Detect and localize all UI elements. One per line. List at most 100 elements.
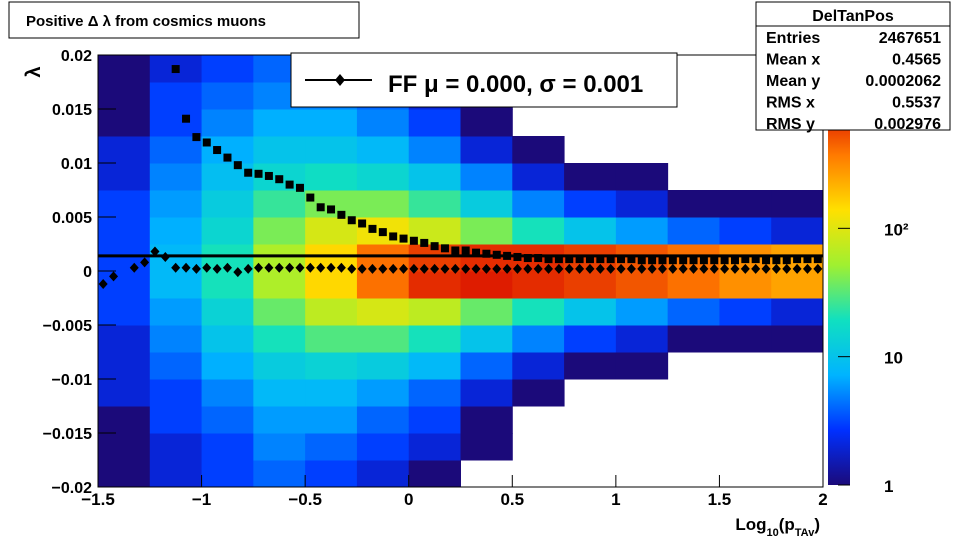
heatmap-cell	[149, 190, 203, 218]
heatmap-cell	[408, 379, 461, 407]
heatmap-cell	[305, 379, 358, 407]
square-marker	[399, 234, 408, 243]
diamond-marker	[409, 263, 419, 274]
z-tick-label: 1	[884, 477, 893, 496]
square-marker	[813, 255, 822, 264]
heatmap-cell	[149, 82, 203, 110]
diamond-marker	[689, 263, 699, 274]
diamond-marker	[243, 263, 253, 274]
heatmap-cell	[201, 271, 254, 299]
square-marker	[534, 254, 543, 263]
heatmap-cell	[149, 298, 203, 326]
heatmap-cell	[253, 271, 306, 299]
profiles	[98, 65, 823, 289]
heatmap-cell	[253, 325, 306, 353]
square-marker	[596, 255, 605, 264]
diamond-marker	[388, 263, 398, 274]
x-tick-label: 1	[611, 490, 620, 509]
heatmap-cell	[201, 82, 254, 110]
z-tick-label: 10²	[884, 220, 909, 239]
legend-label: FF μ = 0.000, σ = 0.001	[388, 71, 643, 98]
heatmap-cell	[201, 109, 254, 137]
heatmap-cell	[201, 433, 254, 461]
heatmap-cell	[615, 217, 669, 245]
heatmap-cell	[356, 379, 410, 407]
heatmap-cell	[667, 217, 720, 245]
diamond-marker	[254, 262, 264, 273]
heatmap-cell	[615, 352, 669, 380]
x-axis-label: Log10(pTAv)	[735, 515, 820, 539]
square-marker	[347, 216, 356, 225]
diamond-marker	[533, 263, 543, 274]
square-marker	[306, 193, 315, 202]
diamond-marker	[274, 262, 284, 273]
diamond-marker	[523, 263, 533, 274]
heatmap-cell	[512, 190, 565, 218]
heatmap-cell	[771, 271, 824, 299]
heatmap-cell	[408, 136, 461, 164]
heatmap-cell	[305, 163, 358, 191]
stats-frame	[755, 1, 951, 131]
heatmap-cell	[512, 298, 565, 326]
square-marker	[503, 251, 512, 260]
heatmap-cell	[253, 136, 306, 164]
square-marker	[327, 205, 336, 214]
heatmap-cell	[201, 298, 254, 326]
square-marker	[275, 175, 284, 184]
heatmap-cell	[98, 163, 151, 191]
legend-marker	[335, 74, 345, 86]
y-tick-label: 0.015	[52, 102, 92, 119]
diamond-marker	[109, 271, 119, 282]
heatmap-cell	[564, 217, 617, 245]
heatmap-cell	[408, 352, 461, 380]
square-marker	[254, 169, 263, 178]
diamond-marker	[699, 263, 709, 274]
heatmap-cell	[512, 136, 565, 164]
y-tick-label: 0.01	[61, 156, 92, 173]
heatmap-cell	[305, 136, 358, 164]
heatmap-cell	[253, 109, 306, 137]
heatmap-cell	[305, 298, 358, 326]
diamond-marker	[191, 263, 201, 274]
square-marker	[295, 183, 304, 192]
diamond-marker	[678, 263, 688, 274]
diamond-marker	[761, 263, 771, 274]
diamond-marker	[150, 246, 160, 257]
square-marker	[730, 256, 739, 265]
diamond-marker	[575, 263, 585, 274]
diamond-marker	[129, 262, 139, 273]
square-marker	[606, 255, 615, 264]
diamond-marker	[492, 263, 502, 274]
stats-value: 0.002976	[874, 116, 941, 133]
diamond-marker	[802, 263, 812, 274]
heatmap-cell	[253, 460, 306, 488]
square-marker	[575, 255, 584, 264]
heatmap-cell	[460, 190, 513, 218]
heatmap-cell	[201, 163, 254, 191]
heatmap-cell	[98, 190, 151, 218]
heatmap-cell	[356, 190, 410, 218]
heatmap-cell	[719, 217, 772, 245]
diamond-marker	[709, 263, 719, 274]
stats-title: DelTanPos	[812, 8, 894, 25]
heatmap-cell	[356, 325, 410, 353]
chart-title: Positive Δ λ from cosmics muons	[26, 13, 266, 30]
heatmap-cell	[98, 379, 151, 407]
heatmap-cell	[253, 379, 306, 407]
y-tick-label: −0.005	[43, 318, 92, 335]
square-marker	[658, 256, 667, 265]
diamond-marker	[792, 263, 802, 274]
heatmap-cell	[149, 163, 203, 191]
heatmap-cell	[253, 190, 306, 218]
square-marker	[585, 255, 594, 264]
heatmap-cell	[408, 325, 461, 353]
title-box	[8, 1, 360, 39]
heatmap-cell	[460, 136, 513, 164]
square-marker	[803, 255, 812, 264]
square-marker	[627, 255, 636, 264]
heatmap-cell	[512, 271, 565, 299]
heatmap-cell	[564, 298, 617, 326]
square-marker	[782, 256, 791, 265]
x-tick-label: −1	[192, 490, 211, 509]
